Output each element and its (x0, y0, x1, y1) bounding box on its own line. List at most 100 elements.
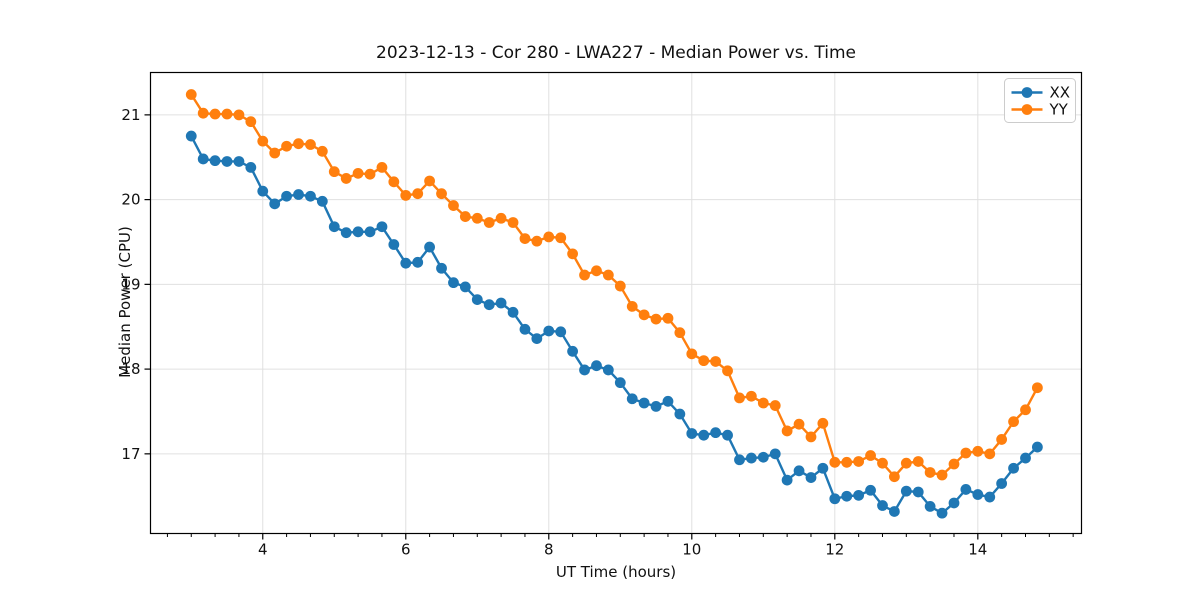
series-xx-marker (388, 239, 400, 250)
series-yy-marker (388, 176, 400, 188)
series-yy-marker (877, 457, 888, 469)
series-xx-marker (841, 490, 853, 502)
series-yy-marker (531, 235, 543, 247)
series-xx-marker (781, 474, 793, 486)
series-yy-marker (233, 109, 245, 121)
series-yy-marker (972, 445, 984, 457)
series-yy-marker (948, 458, 960, 470)
series-yy-marker (912, 456, 924, 467)
series-xx-marker (376, 221, 388, 233)
series-xx-marker (888, 506, 900, 517)
series-xx-marker (197, 153, 209, 165)
y-tick-label: 17 (121, 445, 140, 463)
series-yy-marker (710, 356, 722, 367)
series-xx-marker (996, 478, 1008, 489)
series-yy-marker (257, 135, 269, 147)
series-xx-line (190, 135, 1039, 515)
series-xx-marker (567, 345, 578, 357)
series-yy-marker (805, 431, 817, 443)
series-yy-marker (400, 189, 412, 201)
series-yy-marker (209, 108, 221, 120)
series-xx-marker (912, 486, 924, 498)
series-xx-marker (853, 489, 865, 501)
series-xx-marker (686, 428, 698, 439)
series-yy-marker (662, 312, 674, 324)
series-yy-marker (722, 365, 733, 377)
y-tick-label: 20 (121, 191, 140, 209)
series-xx-marker (352, 226, 364, 238)
x-axis-label: UT Time (hours) (555, 563, 677, 581)
series-yy-marker (316, 145, 328, 157)
series-xx-marker (221, 156, 233, 167)
series-yy-marker (197, 107, 209, 119)
axes-spines (149, 71, 1083, 535)
series-xx-marker (948, 497, 960, 509)
series-xx-marker (984, 491, 996, 503)
series-yy-marker (793, 418, 805, 430)
series-xx-marker (972, 489, 984, 500)
series-xx-marker (471, 294, 483, 306)
series-yy-marker (591, 265, 602, 277)
series-xx-marker (257, 185, 269, 197)
series-yy-marker (853, 456, 865, 467)
series-yy-marker (817, 417, 829, 429)
series-yy-marker (781, 425, 793, 437)
series-yy-marker (734, 392, 745, 404)
x-tick-label: 8 (544, 541, 554, 559)
series-xx-marker (674, 408, 686, 420)
series-xx-marker (698, 429, 710, 441)
series-yy-marker (507, 217, 519, 228)
series-yy-marker (602, 269, 614, 281)
series-xx-marker (412, 256, 424, 268)
series-xx-marker (936, 507, 948, 519)
series-yy-marker (221, 108, 233, 120)
legend-yy-label: YY (1049, 101, 1069, 119)
series-yy-marker (436, 188, 447, 200)
series-xx-marker (757, 451, 769, 463)
series-xx-marker (769, 448, 781, 460)
series-yy-marker (340, 173, 352, 184)
series-yy-marker (543, 231, 555, 243)
series-xx-marker (328, 221, 340, 233)
series-yy-marker (829, 456, 841, 468)
series-yy-marker (519, 233, 531, 244)
y-axis-label: Median Power (CPU) (116, 226, 134, 378)
series-yy-marker (960, 447, 972, 459)
series-yy-marker (376, 162, 388, 173)
y-tick-label: 18 (121, 360, 140, 378)
series-yy-marker (412, 188, 424, 200)
series-yy-marker (281, 140, 292, 152)
series-yy-marker (328, 166, 340, 178)
series-xx-marker (602, 364, 614, 376)
series-xx-marker (722, 429, 733, 441)
series-xx-marker (805, 472, 817, 483)
legend-yy-marker (1021, 104, 1033, 115)
series-yy-marker (745, 390, 757, 402)
series-xx-marker (459, 281, 471, 293)
series-xx-marker (281, 190, 292, 202)
series-yy-marker (686, 348, 698, 360)
series-yy-marker (1031, 382, 1043, 394)
series-xx-marker (543, 325, 555, 337)
series-yy-marker (924, 467, 936, 478)
series-yy-marker (888, 471, 900, 483)
series-yy-marker (1008, 416, 1019, 428)
series-yy-marker (424, 175, 435, 187)
series-yy-marker (769, 400, 781, 411)
series-xx-marker (269, 198, 281, 210)
series-xx-marker (424, 241, 435, 253)
series-yy-marker (293, 138, 304, 150)
series-yy-marker (900, 457, 912, 469)
series-xx-marker (638, 397, 650, 409)
legend-xx-marker (1021, 87, 1033, 98)
series-xx-marker (448, 277, 459, 289)
series-xx-marker (555, 326, 567, 338)
series-yy-marker (614, 280, 626, 292)
series-xx-marker (865, 484, 876, 496)
series-xx-marker (483, 299, 495, 311)
x-tick-label: 6 (401, 541, 411, 559)
series-yy-marker (245, 116, 257, 128)
series-yy-marker (626, 300, 638, 312)
series-xx-marker (316, 195, 328, 207)
